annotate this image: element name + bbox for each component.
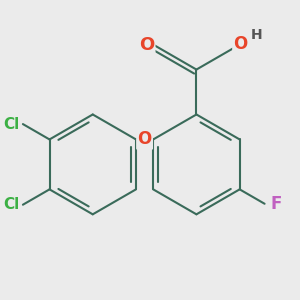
Text: O: O <box>139 36 154 54</box>
Text: Cl: Cl <box>3 197 19 212</box>
Text: Cl: Cl <box>3 117 19 132</box>
Text: O: O <box>233 34 248 52</box>
Text: O: O <box>137 130 152 148</box>
Text: F: F <box>270 195 282 213</box>
Text: H: H <box>251 28 263 42</box>
